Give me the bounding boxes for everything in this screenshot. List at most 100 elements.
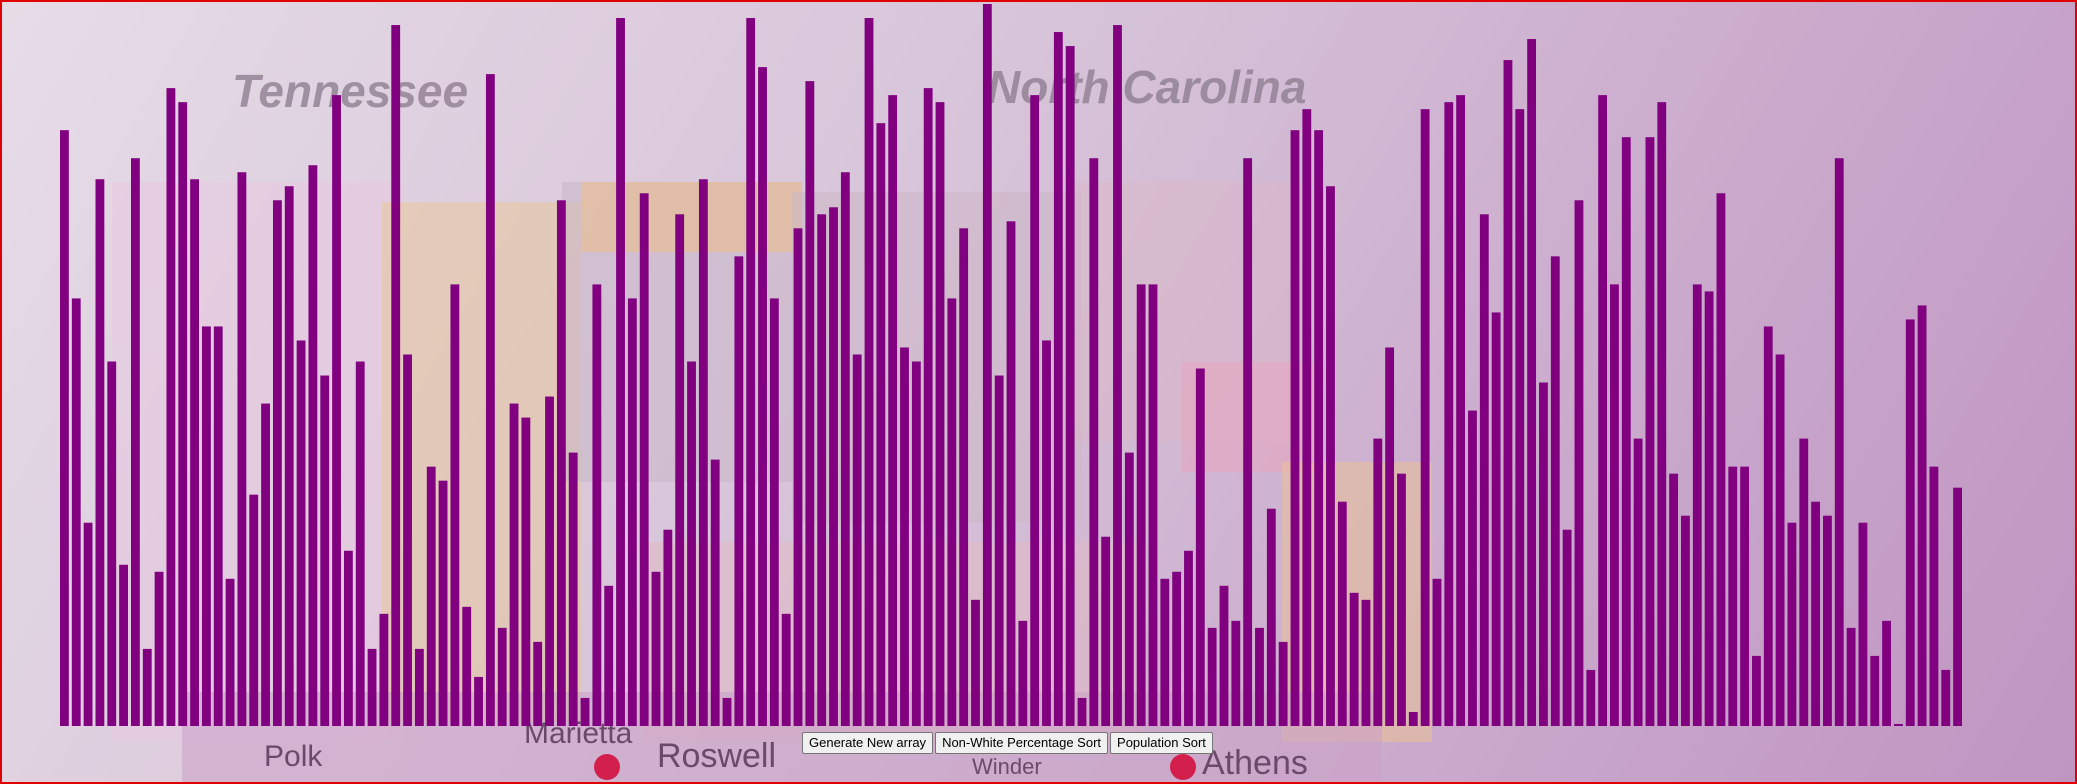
array-bar (1065, 46, 1075, 727)
array-bar (1408, 711, 1418, 726)
array-bar (497, 627, 507, 726)
array-bar (1302, 109, 1312, 726)
array-bar (1740, 466, 1750, 726)
array-bar (1468, 410, 1477, 726)
array-bar (1621, 137, 1631, 726)
array-bar (1337, 501, 1347, 726)
array-bar (1030, 95, 1040, 726)
array-bar (556, 200, 566, 726)
array-bar (521, 417, 531, 726)
array-bar (1550, 256, 1560, 726)
array-bar (533, 641, 543, 726)
array-bar (201, 326, 211, 726)
array-bar (225, 578, 235, 726)
array-bar (1669, 473, 1679, 726)
array-bar (190, 179, 199, 727)
array-bar (308, 165, 318, 727)
array-bar (1574, 200, 1584, 726)
array-bar (1610, 284, 1619, 726)
array-bar (71, 298, 81, 726)
array-bar (994, 375, 1004, 726)
array-bar (272, 200, 282, 726)
array-bar (1515, 109, 1525, 726)
population-sort-button[interactable]: Population Sort (1110, 732, 1213, 754)
array-bar (1752, 655, 1761, 726)
array-bar (1290, 130, 1300, 727)
array-bar (1539, 382, 1548, 726)
array-bar (840, 172, 850, 727)
city-label-athens: Athens (1202, 744, 1308, 782)
array-bar (284, 186, 294, 726)
array-bar (119, 564, 128, 726)
city-marker (594, 754, 620, 780)
array-bar (1870, 655, 1880, 726)
array-bar (675, 214, 685, 727)
generate-array-button[interactable]: Generate New array (802, 732, 934, 754)
array-bar (1373, 438, 1383, 726)
array-bar (249, 494, 259, 726)
array-bar (1799, 438, 1809, 726)
array-bar (769, 298, 779, 726)
array-bar (83, 522, 93, 726)
array-bar (1787, 522, 1797, 726)
array-bar (130, 158, 140, 726)
array-bar (1349, 592, 1359, 726)
array-bar (426, 466, 436, 726)
city-label-winder: Winder (972, 754, 1042, 779)
array-bar (900, 347, 909, 726)
array-bar (1941, 669, 1951, 726)
array-bar (403, 354, 412, 726)
array-bar (1527, 39, 1537, 727)
state-label-north-carolina: North Carolina (987, 61, 1307, 113)
array-bar (1894, 724, 1903, 726)
array-bar (1207, 627, 1217, 726)
array-bar (1113, 25, 1122, 726)
array-bar (639, 193, 649, 726)
array-bar (971, 599, 980, 726)
array-bar (1763, 326, 1773, 726)
array-bar (1503, 60, 1513, 726)
array-bar (1432, 578, 1442, 726)
nonwhite-percentage-sort-button[interactable]: Non-White Percentage Sort (935, 732, 1109, 754)
array-bar (296, 340, 306, 726)
array-bar (1917, 305, 1927, 726)
array-bar (1633, 438, 1643, 726)
array-bar (710, 459, 720, 726)
array-bar (616, 18, 625, 726)
array-bar (1681, 515, 1690, 726)
array-bar (1562, 529, 1572, 726)
array-bar (1160, 578, 1170, 726)
array-bar (142, 648, 152, 726)
array-bar (1148, 284, 1158, 726)
array-bar (722, 697, 732, 726)
array-bar (95, 179, 105, 727)
array-bar (1846, 627, 1856, 726)
array-bar (698, 179, 708, 727)
array-bar (758, 67, 767, 727)
array-bar (166, 88, 176, 727)
sort-controls: Generate New array Non-White Percentage … (802, 732, 1213, 754)
array-bar (1124, 452, 1134, 726)
array-bar (1397, 473, 1406, 726)
array-bar (1278, 641, 1288, 726)
array-bar (592, 284, 602, 726)
array-bar (1811, 501, 1821, 726)
array-bar (1266, 508, 1276, 726)
array-bar (1385, 347, 1395, 726)
array-bar (343, 550, 353, 726)
array-bar (213, 326, 223, 726)
array-bar (817, 214, 827, 727)
array-bar (332, 95, 341, 726)
array-bar (1195, 368, 1205, 726)
city-marker (1170, 754, 1196, 780)
array-bar (509, 403, 519, 726)
array-bar (568, 452, 578, 726)
array-bar (391, 25, 401, 726)
array-bar (1586, 669, 1596, 726)
city-label-roswell: Roswell (657, 737, 777, 775)
array-bar (1172, 571, 1182, 726)
array-bar (663, 529, 673, 726)
array-bar (438, 480, 448, 726)
array-bar (876, 123, 886, 727)
array-bar (320, 375, 330, 726)
